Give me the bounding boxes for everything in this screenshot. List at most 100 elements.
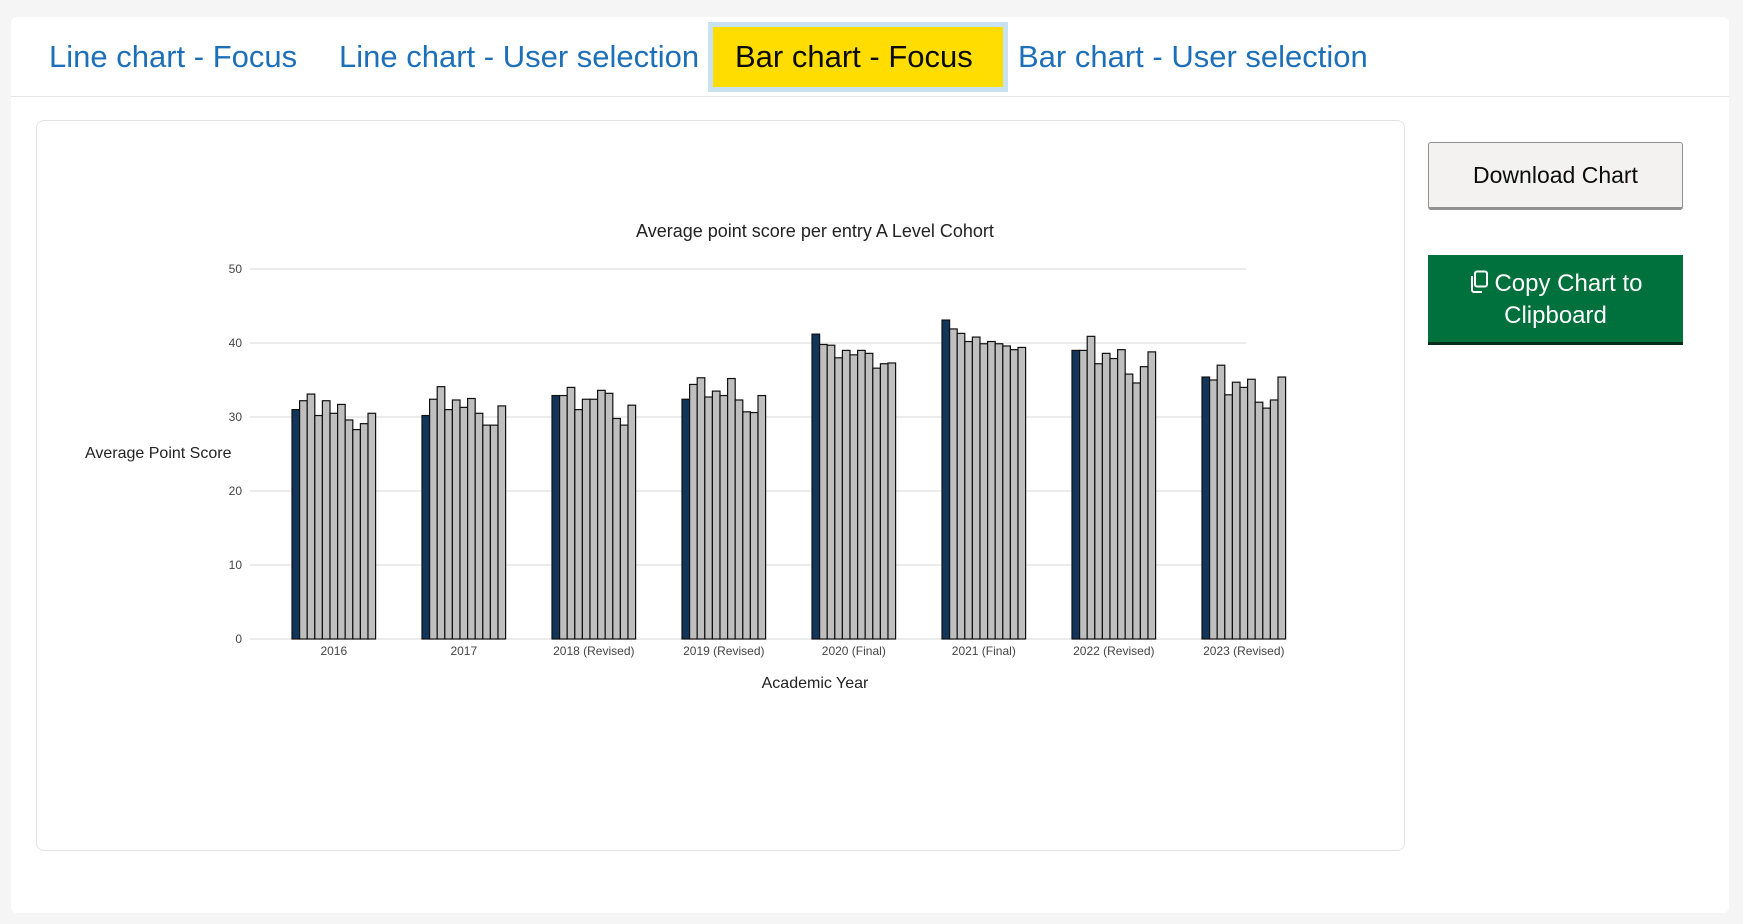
bar-comparison[interactable] <box>581 398 591 640</box>
bar-comparison[interactable] <box>818 343 828 640</box>
bar-comparison[interactable] <box>352 428 361 640</box>
bar-comparison[interactable] <box>749 411 759 640</box>
bar-comparison[interactable] <box>321 400 331 640</box>
bar-comparison[interactable] <box>482 424 491 640</box>
bar-comparison[interactable] <box>1224 394 1234 640</box>
bar-comparison[interactable] <box>436 386 446 640</box>
bar-focus[interactable] <box>811 333 821 640</box>
bar-comparison[interactable] <box>596 389 606 640</box>
bar-comparison[interactable] <box>299 400 308 640</box>
bar-comparison[interactable] <box>1124 373 1134 640</box>
bar-comparison[interactable] <box>337 403 346 640</box>
bar-comparison[interactable] <box>956 332 966 640</box>
y-tick-label: 20 <box>229 484 243 498</box>
bar-comparison[interactable] <box>558 394 568 640</box>
bar-comparison[interactable] <box>1109 357 1119 640</box>
bar-comparison[interactable] <box>872 367 881 640</box>
bar-focus[interactable] <box>1201 376 1211 640</box>
bar-comparison[interactable] <box>459 406 469 640</box>
bar-comparison[interactable] <box>948 328 958 640</box>
tab-bar-chart-user-selection[interactable]: Bar chart - User selection <box>1018 39 1368 74</box>
bar-focus[interactable] <box>551 394 561 640</box>
bar-comparison[interactable] <box>864 352 874 640</box>
bar-comparison[interactable] <box>1277 376 1287 640</box>
bar-comparison[interactable] <box>742 411 751 640</box>
y-tick-label: 40 <box>229 336 243 350</box>
bar-focus[interactable] <box>941 319 951 640</box>
bar-comparison[interactable] <box>688 383 698 640</box>
tab-line-chart-focus[interactable]: Line chart - Focus <box>49 39 298 74</box>
bar-comparison[interactable] <box>451 399 461 640</box>
bar-comparison[interactable] <box>444 409 453 640</box>
bar-comparison[interactable] <box>359 423 369 640</box>
tab-line-chart-user-selection[interactable]: Line chart - User selection <box>339 39 700 74</box>
bar-comparison[interactable] <box>1231 381 1241 640</box>
x-tick-label: 2023 (Revised) <box>1203 644 1284 658</box>
bar-comparison[interactable] <box>1017 346 1027 640</box>
bar-comparison[interactable] <box>711 390 721 640</box>
bar-comparison[interactable] <box>834 357 843 640</box>
bar-comparison[interactable] <box>986 340 996 640</box>
bar-comparison[interactable] <box>1101 352 1111 640</box>
bar-comparison[interactable] <box>704 396 713 640</box>
bar-comparison[interactable] <box>1246 378 1256 640</box>
bar-comparison[interactable] <box>497 405 507 640</box>
bar-comparison[interactable] <box>1262 407 1272 640</box>
bar-comparison[interactable] <box>971 336 981 640</box>
bar-comparison[interactable] <box>979 343 989 640</box>
bar-comparison[interactable] <box>879 363 889 640</box>
copy-chart-button[interactable]: Copy Chart to Clipboard <box>1428 255 1683 345</box>
bar-comparison[interactable] <box>566 386 576 640</box>
tab-bar: Line chart - Focus Line chart - User sel… <box>11 17 1729 97</box>
bar-comparison[interactable] <box>1147 351 1157 640</box>
bar-comparison[interactable] <box>619 424 629 640</box>
bar-comparison[interactable] <box>1116 349 1126 640</box>
bar-comparison[interactable] <box>841 349 851 640</box>
download-chart-button[interactable]: Download Chart <box>1428 142 1683 210</box>
bar-comparison[interactable] <box>856 349 866 640</box>
bar-focus[interactable] <box>1071 349 1081 640</box>
bar-comparison[interactable] <box>726 377 736 640</box>
bar-comparison[interactable] <box>489 424 499 640</box>
bar-comparison[interactable] <box>474 412 484 640</box>
bar-comparison[interactable] <box>306 393 316 640</box>
bar-comparison[interactable] <box>826 344 836 640</box>
bar-comparison[interactable] <box>719 394 729 640</box>
bar-comparison[interactable] <box>314 414 323 640</box>
bar-comparison[interactable] <box>627 404 637 640</box>
bar-focus[interactable] <box>291 409 301 640</box>
copy-icon <box>1468 270 1490 301</box>
bar-comparison[interactable] <box>696 377 706 640</box>
bar-comparison[interactable] <box>1078 349 1088 640</box>
bar-comparison[interactable] <box>849 354 859 640</box>
bar-comparison[interactable] <box>757 394 767 640</box>
bar-comparison[interactable] <box>1216 364 1226 640</box>
y-tick-label: 50 <box>229 262 243 276</box>
bar-comparison[interactable] <box>467 397 476 640</box>
bar-focus[interactable] <box>421 414 431 640</box>
tab-bar-chart-focus[interactable]: Bar chart - Focus <box>708 22 1008 92</box>
bar-comparison[interactable] <box>1239 386 1249 640</box>
bar-comparison[interactable] <box>367 412 377 640</box>
bar-comparison[interactable] <box>429 398 438 640</box>
bar-focus[interactable] <box>681 398 691 640</box>
bar-comparison[interactable] <box>1254 401 1264 640</box>
bar-comparison[interactable] <box>604 392 614 640</box>
bar-comparison[interactable] <box>994 343 1004 640</box>
bar-comparison[interactable] <box>1094 363 1104 640</box>
bar-comparison[interactable] <box>1002 345 1011 640</box>
bar-comparison[interactable] <box>1139 366 1149 640</box>
bar-comparison[interactable] <box>574 409 583 640</box>
bar-comparison[interactable] <box>1269 399 1279 640</box>
bar-comparison[interactable] <box>964 340 973 640</box>
bar-comparison[interactable] <box>589 398 599 640</box>
bar-comparison[interactable] <box>1208 379 1218 640</box>
bar-comparison[interactable] <box>344 419 354 640</box>
bar-comparison[interactable] <box>887 362 897 640</box>
bar-comparison[interactable] <box>612 417 621 640</box>
bar-comparison[interactable] <box>1086 335 1096 640</box>
bar-comparison[interactable] <box>1009 349 1019 640</box>
bar-comparison[interactable] <box>734 399 744 640</box>
bar-comparison[interactable] <box>1132 382 1142 640</box>
bar-comparison[interactable] <box>329 412 339 640</box>
